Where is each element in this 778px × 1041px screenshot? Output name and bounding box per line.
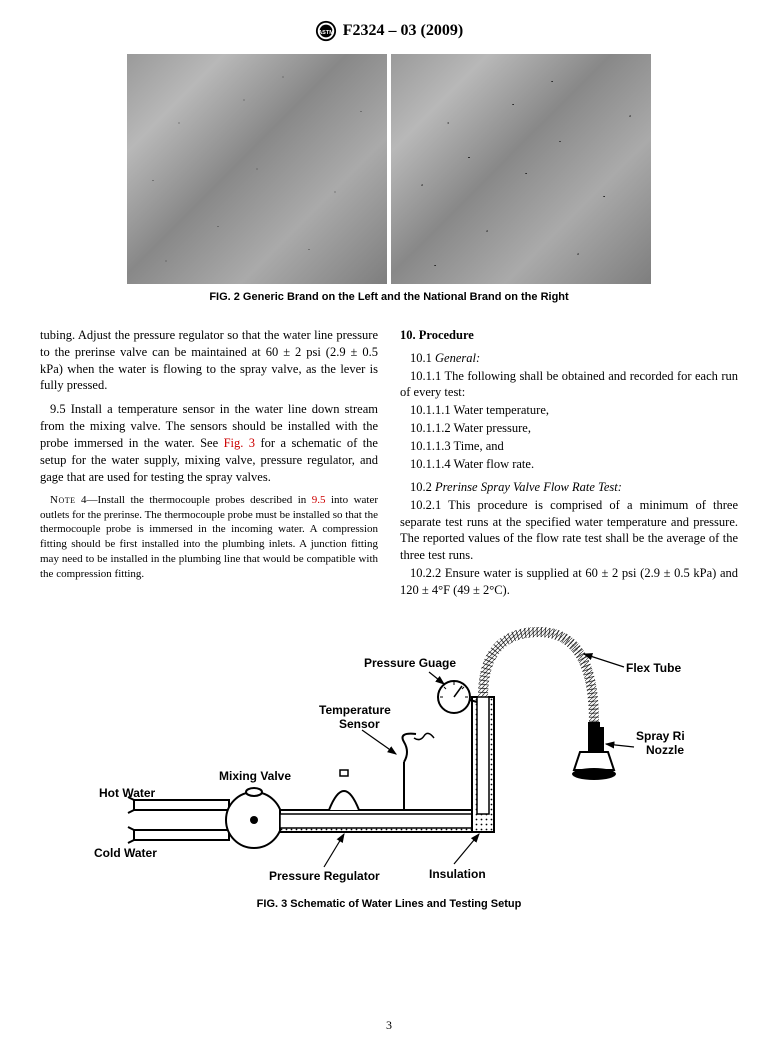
spray-rinse-nozzle <box>572 722 616 780</box>
para-10-2-title: Prerinse Spray Valve Flow Rate Test: <box>435 480 622 494</box>
insulation-pointer <box>454 834 479 864</box>
para-10-2: 10.2 Prerinse Spray Valve Flow Rate Test… <box>400 479 738 496</box>
flex-tube <box>483 632 594 722</box>
para-10-2-1: 10.2.1 This procedure is comprised of a … <box>400 497 738 565</box>
mixing-valve-label: Mixing Valve <box>219 769 291 783</box>
fig3-ref-link[interactable]: Fig. 3 <box>224 436 255 450</box>
temperature-sensor-label-2: Sensor <box>339 717 380 731</box>
pressure-regulator-pointer <box>324 834 344 867</box>
fig2-photo-right <box>391 54 651 284</box>
note-4: Note 4—Install the thermocouple probes d… <box>40 493 378 582</box>
para-10-1-1-1: 10.1.1.1 Water temperature, <box>400 402 738 419</box>
left-column: tubing. Adjust the pressure regulator so… <box>40 327 378 600</box>
para-10-1-1-4: 10.1.1.4 Water flow rate. <box>400 456 738 473</box>
spray-nozzle-label-1: Spray Rinse <box>636 729 684 743</box>
fig3-caption: FIG. 3 Schematic of Water Lines and Test… <box>40 897 738 912</box>
astm-logo-icon: ASTM <box>315 20 337 42</box>
hot-water-label: Hot Water <box>99 786 156 800</box>
insulation-label: Insulation <box>429 867 486 881</box>
para-10-1-num: 10.1 <box>410 351 435 365</box>
para-9-4-cont: tubing. Adjust the pressure regulator so… <box>40 327 378 395</box>
para-10-1-title: General: <box>435 351 480 365</box>
fig3-diagram: Hot Water Cold Water Mixing Valve Pressu… <box>40 612 738 912</box>
cold-water-pipe <box>128 827 229 843</box>
pressure-gauge-label: Pressure Guage <box>364 656 456 670</box>
insulated-pipe <box>280 810 490 832</box>
pressure-gauge-pointer <box>429 672 444 684</box>
para-10-1-1: 10.1.1 The following shall be obtained a… <box>400 368 738 402</box>
svg-text:ASTM: ASTM <box>318 30 334 36</box>
document-header: ASTM F2324 – 03 (2009) <box>40 20 738 42</box>
note-num: 4— <box>76 494 98 506</box>
right-column: 10. Procedure 10.1 General: 10.1.1 The f… <box>400 327 738 600</box>
fig2-photos <box>40 54 738 284</box>
note-4-b: into water outlets for the prerinse. The… <box>40 494 378 580</box>
temperature-sensor-label-1: Temperature <box>319 703 391 717</box>
section-10-heading: 10. Procedure <box>400 327 738 344</box>
cold-water-label: Cold Water <box>94 846 157 860</box>
sec-9-5-ref-link[interactable]: 9.5 <box>312 494 326 506</box>
pressure-regulator <box>329 770 359 810</box>
para-10-1-1-3: 10.1.1.3 Time, and <box>400 438 738 455</box>
para-10-1: 10.1 General: <box>400 350 738 367</box>
temperature-sensor <box>403 733 435 810</box>
note-label: Note <box>50 494 76 506</box>
text-columns: tubing. Adjust the pressure regulator so… <box>40 327 738 600</box>
vertical-riser <box>472 697 494 832</box>
pressure-regulator-label: Pressure Regulator <box>269 869 380 883</box>
spray-nozzle-pointer <box>606 744 634 747</box>
standard-code: F2324 – 03 (2009) <box>343 20 463 42</box>
para-9-5: 9.5 Install a temperature sensor in the … <box>40 401 378 485</box>
para-10-1-1-2: 10.1.1.2 Water pressure, <box>400 420 738 437</box>
para-10-2-2: 10.2.2 Ensure water is supplied at 60 ± … <box>400 565 738 599</box>
spray-nozzle-label-2: Nozzle <box>646 743 684 757</box>
note-4-a: Install the thermocouple probes describe… <box>97 494 311 506</box>
flex-tube-label: Flex Tube <box>626 661 681 675</box>
fig2-caption: FIG. 2 Generic Brand on the Left and the… <box>40 290 738 305</box>
fig3-svg: Hot Water Cold Water Mixing Valve Pressu… <box>94 612 684 892</box>
fig2-photo-left <box>127 54 387 284</box>
page-number: 3 <box>0 1017 778 1033</box>
mixing-valve <box>226 788 282 848</box>
temperature-sensor-pointer <box>362 730 396 754</box>
para-10-2-num: 10.2 <box>410 480 435 494</box>
